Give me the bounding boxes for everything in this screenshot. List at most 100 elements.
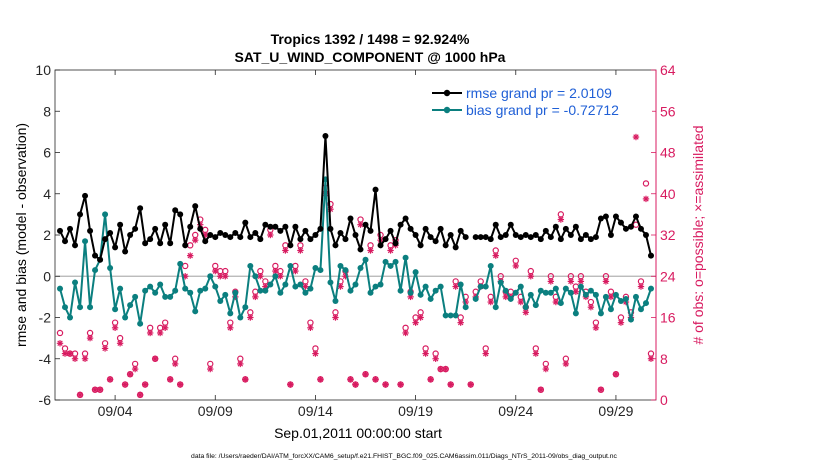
bias-point: [247, 262, 254, 269]
assimilated-stroke: [332, 314, 339, 321]
assimilated-obs-point: [121, 381, 129, 388]
x-axis: 09/04 09/09 09/14 09/19 09/24 09/29: [98, 70, 634, 419]
y-left-tick-label: 4: [43, 186, 51, 202]
bias-point: [197, 287, 204, 294]
assimilated-obs-point: [237, 360, 244, 368]
bias-point: [382, 258, 389, 265]
rmse-point: [617, 219, 624, 226]
rmse-point: [347, 215, 354, 222]
y-left-tick-label: 10: [35, 62, 51, 78]
assimilated-obs-point: [362, 371, 369, 378]
y-left-tick-label: 0: [43, 268, 51, 284]
rmse-point: [72, 242, 79, 249]
rmse-point: [527, 234, 534, 241]
assimilated-obs-point: [402, 329, 409, 337]
rmse-point: [607, 232, 614, 238]
bias-point: [572, 310, 579, 317]
assimilated-obs-point: [382, 381, 389, 388]
rmse-point: [452, 244, 459, 251]
assimilated-stroke: [112, 325, 118, 331]
rmse-point: [82, 192, 89, 199]
bias-point: [142, 287, 149, 294]
bias-point: [182, 285, 189, 292]
assimilated-obs-point: [597, 386, 605, 393]
assimilated-obs-point: [552, 298, 560, 306]
assimilated-obs-point: [347, 376, 354, 383]
assimilated-stroke: [643, 196, 649, 202]
assimilated-stroke: [382, 381, 389, 388]
rmse-point: [392, 240, 399, 247]
assimilated-stroke: [553, 299, 559, 305]
rmse-point: [592, 234, 599, 241]
rmse-point: [422, 225, 429, 232]
assimilated-stroke: [77, 392, 83, 398]
assimilated-stroke: [212, 268, 218, 274]
bias-point: [397, 287, 404, 294]
bias-point: [547, 289, 554, 296]
assimilated-stroke: [317, 376, 324, 383]
assimilated-stroke: [107, 376, 113, 383]
assimilated-obs-point: [602, 278, 610, 285]
rmse-point: [362, 221, 369, 228]
assimilated-obs-point: [207, 365, 214, 373]
rmse-point: [247, 234, 254, 241]
assimilated-obs-point: [427, 376, 434, 383]
x-tick-label: 09/19: [398, 403, 433, 419]
assimilated-stroke: [242, 376, 249, 383]
rmse-point: [642, 232, 649, 238]
assimilated-obs-point: [277, 273, 284, 280]
bias-point: [262, 287, 269, 294]
assimilated-stroke: [162, 325, 168, 331]
assimilated-stroke: [402, 330, 409, 336]
bias-point: [497, 279, 504, 286]
bias-point: [277, 289, 284, 296]
assimilated-stroke: [362, 371, 369, 377]
assimilated-obs-point: [317, 376, 324, 383]
bias-point: [422, 283, 429, 290]
assimilated-obs-point: [617, 319, 625, 326]
legend-rmse-label: rmse grand pr = 2.0109: [466, 85, 612, 101]
bias-point: [557, 300, 564, 307]
assimilated-obs-point: [517, 298, 524, 306]
assimilated-stroke: [367, 247, 374, 254]
assimilated-obs-point: [141, 381, 149, 388]
assimilated-obs-point: [357, 221, 364, 228]
rmse-point: [447, 232, 454, 238]
assimilated-stroke: [487, 299, 494, 305]
y-left-tick-label: 8: [43, 103, 51, 119]
x-axis-label: Sep.01,2011 00:00:00 start: [274, 425, 442, 441]
rmse-point: [222, 232, 229, 238]
possible-obs-point: [182, 262, 189, 270]
bias-point: [457, 281, 464, 288]
bias-point: [507, 295, 514, 302]
bias-point: [152, 289, 159, 296]
rmse-point: [492, 221, 499, 228]
assimilated-stroke: [618, 319, 624, 326]
rmse-point: [302, 227, 309, 234]
rmse-point: [297, 236, 304, 243]
assimilated-obs-point: [352, 381, 359, 388]
rmse-point: [387, 227, 394, 234]
bias-point: [387, 262, 394, 269]
bias-point: [72, 279, 79, 286]
rmse-point: [322, 133, 329, 139]
rmse-point: [407, 225, 414, 232]
assimilated-stroke: [407, 294, 414, 300]
assimilated-stroke: [187, 252, 193, 259]
rmse-point: [162, 221, 169, 228]
bias-point: [177, 260, 184, 267]
bias-point: [292, 283, 299, 290]
rmse-point: [272, 223, 279, 230]
bias-point: [357, 265, 364, 271]
rmse-point: [197, 225, 204, 232]
bias-point: [567, 289, 574, 296]
rmse-point: [232, 229, 239, 236]
assimilated-stroke: [312, 350, 319, 357]
rmse-point: [122, 248, 129, 255]
y-right-tick-label: 16: [660, 310, 676, 326]
bias-point: [437, 283, 444, 290]
assimilated-obs-point: [332, 314, 339, 321]
assimilated-stroke: [588, 304, 594, 310]
y-left-tick-label: -2: [39, 310, 52, 326]
assimilated-obs-point: [282, 247, 289, 254]
